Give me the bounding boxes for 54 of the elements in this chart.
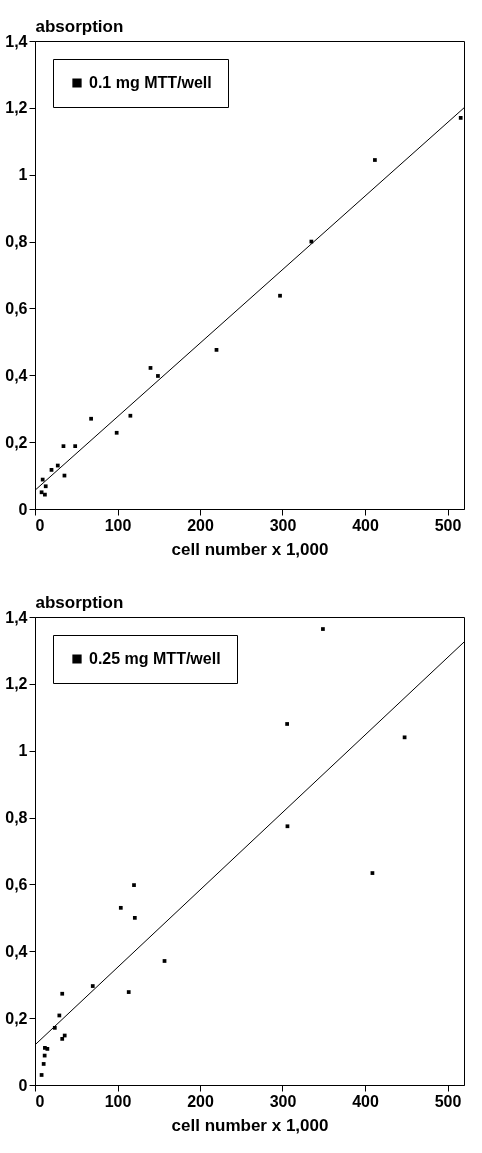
y-tick-label: 1,2	[5, 675, 28, 693]
point	[458, 116, 463, 120]
y-tick-label: 1,4	[5, 32, 28, 50]
point	[73, 444, 78, 449]
x-tick-label: 300	[269, 1092, 297, 1110]
y-tick-label: 0,2	[5, 433, 28, 451]
point	[60, 1037, 65, 1041]
x-tick-label: 100	[104, 516, 132, 534]
y-axis-title: absorption	[35, 16, 124, 36]
y-tick-label: 0,8	[5, 233, 28, 251]
point	[52, 1025, 57, 1030]
point	[285, 722, 289, 726]
point	[114, 430, 119, 435]
point	[278, 293, 282, 298]
y-tick-label: 0	[18, 1076, 28, 1094]
point	[126, 990, 131, 994]
x-tick-label: 400	[352, 1092, 379, 1110]
point	[41, 1062, 46, 1066]
legend-label: 0.25 mg MTT/well	[89, 650, 221, 667]
point	[90, 984, 95, 988]
x-tick-label: 200	[187, 1092, 214, 1110]
y-tick-label: 0,8	[5, 809, 28, 827]
point	[43, 484, 48, 489]
y-axis-title: absorption	[35, 592, 124, 612]
x-tick-label: 400	[352, 516, 379, 534]
point	[128, 413, 133, 418]
y-tick-label: 0,4	[5, 366, 28, 384]
x-axis-title: cell number x 1,000	[171, 1115, 329, 1135]
x-tick-label: 300	[269, 516, 297, 534]
point	[60, 991, 65, 996]
y-tick-label: 0,6	[5, 299, 28, 317]
legend-label: 0.1 mg MTT/well	[89, 74, 212, 91]
x-tick-label: 500	[434, 516, 462, 534]
x-tick-label: 200	[187, 516, 214, 534]
y-tick-label: 1	[18, 166, 28, 184]
y-tick-label: 1	[18, 742, 28, 760]
y-tick-label: 0,2	[5, 1009, 28, 1027]
point	[373, 158, 377, 162]
x-tick-label: 100	[104, 1092, 132, 1110]
x-tick-label: 500	[434, 1092, 462, 1110]
point	[132, 883, 136, 887]
x-axis-title: cell number x 1,000	[171, 539, 329, 559]
y-tick-label: 0	[18, 500, 28, 518]
x-tick-label: 0	[35, 1092, 45, 1110]
point	[321, 627, 325, 631]
y-tick-label: 1,2	[5, 99, 28, 117]
y-tick-label: 0,4	[5, 942, 28, 960]
y-tick-label: 1,4	[5, 608, 28, 626]
y-tick-label: 0,6	[5, 875, 28, 893]
point	[156, 374, 160, 378]
point	[89, 416, 93, 421]
point	[132, 915, 137, 920]
x-tick-label: 0	[35, 516, 45, 534]
point	[118, 905, 123, 910]
